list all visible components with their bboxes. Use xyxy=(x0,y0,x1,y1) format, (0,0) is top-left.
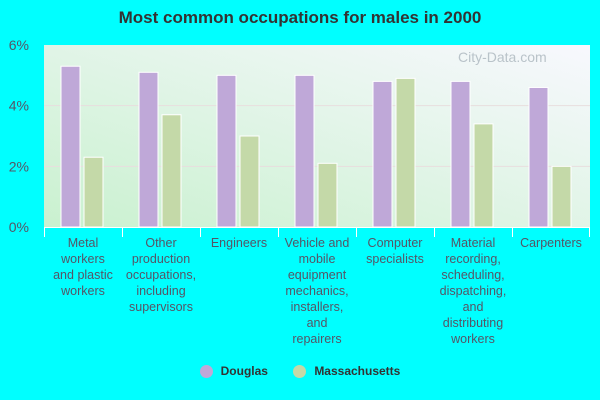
bar-massachusetts xyxy=(317,162,338,228)
bar-douglas xyxy=(528,86,549,228)
x-category-label: Other production occupations, including supe… xyxy=(126,236,196,314)
bar-massachusetts xyxy=(239,135,260,228)
watermark: City-Data.com xyxy=(458,49,547,65)
legend: Douglas Massachusetts xyxy=(0,364,600,381)
legend-swatch xyxy=(199,364,213,378)
bar-massachusetts xyxy=(551,165,572,228)
bar-massachusetts xyxy=(395,77,416,228)
bar-massachusetts xyxy=(83,156,104,228)
x-category-label: Material recording, scheduling, dispatching… xyxy=(440,236,507,346)
y-tick-label: 4% xyxy=(9,98,29,114)
x-category-label: Carpenters xyxy=(520,236,582,250)
bar-douglas xyxy=(216,74,237,228)
plot-area xyxy=(44,45,590,227)
bar-douglas xyxy=(372,80,393,228)
bar-massachusetts xyxy=(161,114,182,228)
y-tick-label: 0% xyxy=(9,219,29,235)
bar-douglas xyxy=(294,74,315,228)
legend-item-douglas: Douglas xyxy=(199,364,268,378)
x-category-label: Vehicle and mobile equipment mechanics, inst… xyxy=(285,236,350,346)
x-category-label: Computer specialists xyxy=(366,236,424,266)
bar-douglas xyxy=(60,65,81,228)
legend-label: Douglas xyxy=(220,364,268,378)
x-category-label: Metal workers and plastic workers xyxy=(53,236,113,298)
y-tick-label: 2% xyxy=(9,158,29,174)
bar-douglas xyxy=(138,71,159,228)
bar-massachusetts xyxy=(473,123,494,228)
legend-label: Massachusetts xyxy=(314,364,401,378)
legend-item-massachusetts: Massachusetts xyxy=(293,364,400,378)
legend-swatch xyxy=(293,364,307,378)
bar-douglas xyxy=(450,80,471,228)
y-tick-label: 6% xyxy=(9,37,29,53)
chart-title: Most common occupations for males in 200… xyxy=(118,8,482,27)
x-category-label: Engineers xyxy=(211,236,267,250)
